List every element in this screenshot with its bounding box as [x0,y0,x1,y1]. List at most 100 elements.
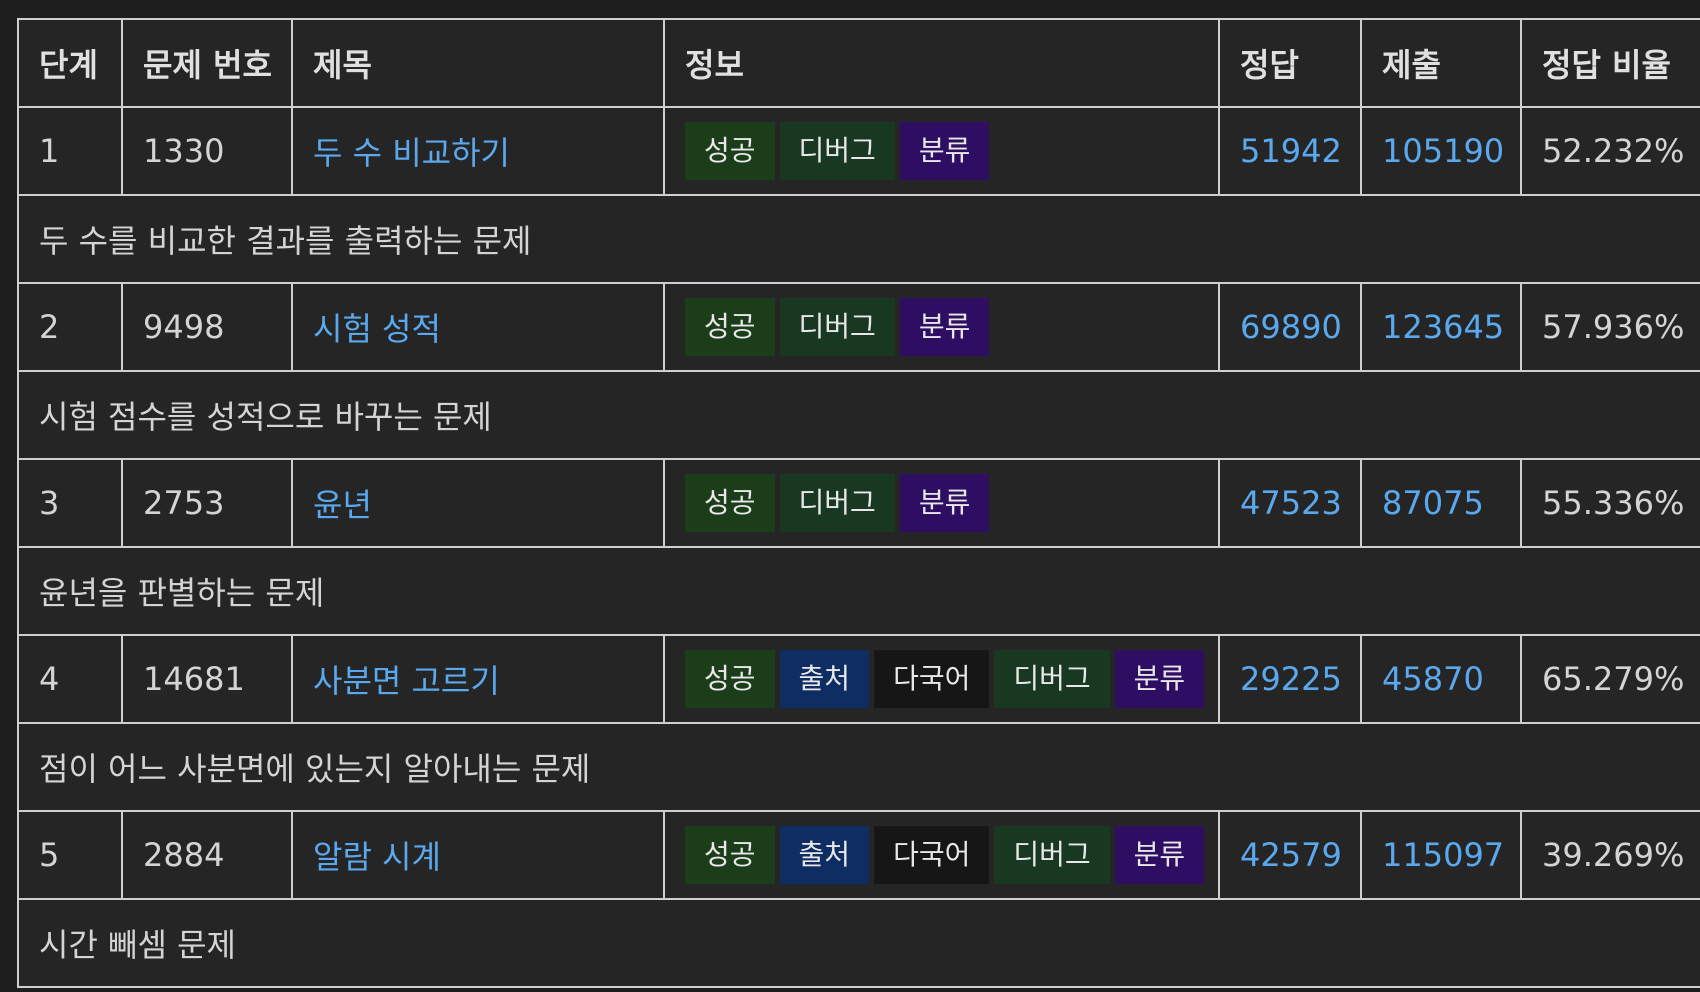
cell-step-text: 3 [39,484,60,522]
problem-description: 두 수를 비교한 결과를 출력하는 문제 [17,194,1700,284]
badge-success[interactable]: 성공 [685,122,775,180]
cell-title: 사분면 고르기 [291,634,665,724]
cell-problem-number: 2884 [121,810,293,900]
cell-problem-number-text: 2753 [143,484,225,522]
cell-title-text[interactable]: 두 수 비교하기 [313,134,510,172]
badge-multilang[interactable]: 다국어 [874,826,990,884]
cell-submissions-text[interactable]: 123645 [1382,308,1505,346]
cell-ratio: 55.336% [1520,458,1700,548]
cell-submissions: 45870 [1360,634,1522,724]
header-submissions: 제출 [1360,18,1522,108]
cell-info: 성공 출처 다국어 디버그 분류 [663,634,1220,724]
cell-ratio-text: 39.269% [1542,836,1685,874]
header-info: 정보 [663,18,1220,108]
badge-classification[interactable]: 분류 [899,122,990,180]
description-row: 시험 점수를 성적으로 바꾸는 문제 [17,370,1700,460]
cell-submissions-text[interactable]: 105190 [1382,132,1505,170]
badge-classification[interactable]: 분류 [1114,650,1205,708]
problem-description: 시간 빼셈 문제 [17,898,1700,988]
cell-accepted: 42579 [1218,810,1362,900]
cell-problem-number: 2753 [121,458,293,548]
cell-submissions-text[interactable]: 87075 [1382,484,1484,522]
cell-submissions-text[interactable]: 45870 [1382,660,1484,698]
badge-classification[interactable]: 분류 [899,298,990,356]
table-row: 3 2753 윤년 성공 디버그 분류 47523 87075 55.336% [17,458,1700,548]
cell-title-text[interactable]: 사분면 고르기 [313,662,500,700]
cell-step: 4 [17,634,123,724]
cell-submissions: 87075 [1360,458,1522,548]
table-row: 2 9498 시험 성적 성공 디버그 분류 69890 123645 57.936% [17,282,1700,372]
cell-ratio-text: 57.936% [1542,308,1685,346]
cell-step-text: 5 [39,836,60,874]
cell-ratio: 65.279% [1520,634,1700,724]
cell-step-text: 1 [39,132,60,170]
badge-debug[interactable]: 디버그 [779,122,895,180]
cell-accepted-text[interactable]: 69890 [1240,308,1342,346]
cell-step-text: 4 [39,660,60,698]
cell-step: 5 [17,810,123,900]
cell-info: 성공 디버그 분류 [663,106,1220,196]
badge-debug[interactable]: 디버그 [779,298,895,356]
badge-success[interactable]: 성공 [685,298,775,356]
cell-accepted-text[interactable]: 29225 [1240,660,1342,698]
cell-submissions: 123645 [1360,282,1522,372]
cell-accepted-text[interactable]: 42579 [1240,836,1342,874]
cell-accepted: 69890 [1218,282,1362,372]
header-accepted: 정답 [1218,18,1362,108]
badge-debug[interactable]: 디버그 [994,826,1110,884]
table-header-row: 단계 문제 번호 제목 정보 정답 제출 정답 비율 [17,18,1700,108]
problem-description: 점이 어느 사분면에 있는지 알아내는 문제 [17,722,1700,812]
cell-ratio: 39.269% [1520,810,1700,900]
cell-ratio-text: 52.232% [1542,132,1685,170]
table-row: 4 14681 사분면 고르기 성공 출처 다국어 디버그 분류 29225 45870 65.27… [17,634,1700,724]
cell-info: 성공 출처 다국어 디버그 분류 [663,810,1220,900]
cell-problem-number-text: 9498 [143,308,225,346]
badge-multilang[interactable]: 다국어 [874,650,990,708]
cell-step-text: 2 [39,308,60,346]
problem-list: 단계 문제 번호 제목 정보 정답 제출 정답 비율 1 1330 두 수 비교하기… [17,18,1700,988]
description-row: 점이 어느 사분면에 있는지 알아내는 문제 [17,722,1700,812]
cell-accepted: 29225 [1218,634,1362,724]
cell-title: 윤년 [291,458,665,548]
table-row: 5 2884 알람 시계 성공 출처 다국어 디버그 분류 42579 115097 39.269% [17,810,1700,900]
badge-classification[interactable]: 분류 [899,474,990,532]
header-problem-number: 문제 번호 [121,18,293,108]
cell-info: 성공 디버그 분류 [663,458,1220,548]
description-row: 두 수를 비교한 결과를 출력하는 문제 [17,194,1700,284]
cell-title-text[interactable]: 윤년 [313,486,372,524]
cell-info: 성공 디버그 분류 [663,282,1220,372]
badge-classification[interactable]: 분류 [1114,826,1205,884]
cell-problem-number-text: 2884 [143,836,225,874]
badge-success[interactable]: 성공 [685,826,775,884]
table-row: 1 1330 두 수 비교하기 성공 디버그 분류 51942 105190 52.232% [17,106,1700,196]
cell-problem-number-text: 14681 [143,660,245,698]
badge-source[interactable]: 출처 [779,826,870,884]
cell-title-text[interactable]: 시험 성적 [313,310,441,348]
cell-submissions-text[interactable]: 115097 [1382,836,1505,874]
cell-ratio: 52.232% [1520,106,1700,196]
cell-title: 알람 시계 [291,810,665,900]
table-body: 1 1330 두 수 비교하기 성공 디버그 분류 51942 105190 52.232% 두 … [17,106,1700,988]
badge-source[interactable]: 출처 [779,650,870,708]
cell-ratio: 57.936% [1520,282,1700,372]
cell-ratio-text: 65.279% [1542,660,1685,698]
cell-accepted: 47523 [1218,458,1362,548]
cell-title: 두 수 비교하기 [291,106,665,196]
header-ratio: 정답 비율 [1520,18,1700,108]
cell-title-text[interactable]: 알람 시계 [313,838,441,876]
header-step: 단계 [17,18,123,108]
cell-step: 3 [17,458,123,548]
cell-step: 2 [17,282,123,372]
badge-success[interactable]: 성공 [685,474,775,532]
problem-description: 윤년을 판별하는 문제 [17,546,1700,636]
cell-ratio-text: 55.336% [1542,484,1685,522]
badge-debug[interactable]: 디버그 [779,474,895,532]
badge-success[interactable]: 성공 [685,650,775,708]
cell-problem-number-text: 1330 [143,132,225,170]
badge-debug[interactable]: 디버그 [994,650,1110,708]
cell-problem-number: 14681 [121,634,293,724]
cell-accepted-text[interactable]: 47523 [1240,484,1342,522]
cell-title: 시험 성적 [291,282,665,372]
problem-table: 단계 문제 번호 제목 정보 정답 제출 정답 비율 1 1330 두 수 비교하기… [17,18,1700,988]
cell-accepted-text[interactable]: 51942 [1240,132,1342,170]
